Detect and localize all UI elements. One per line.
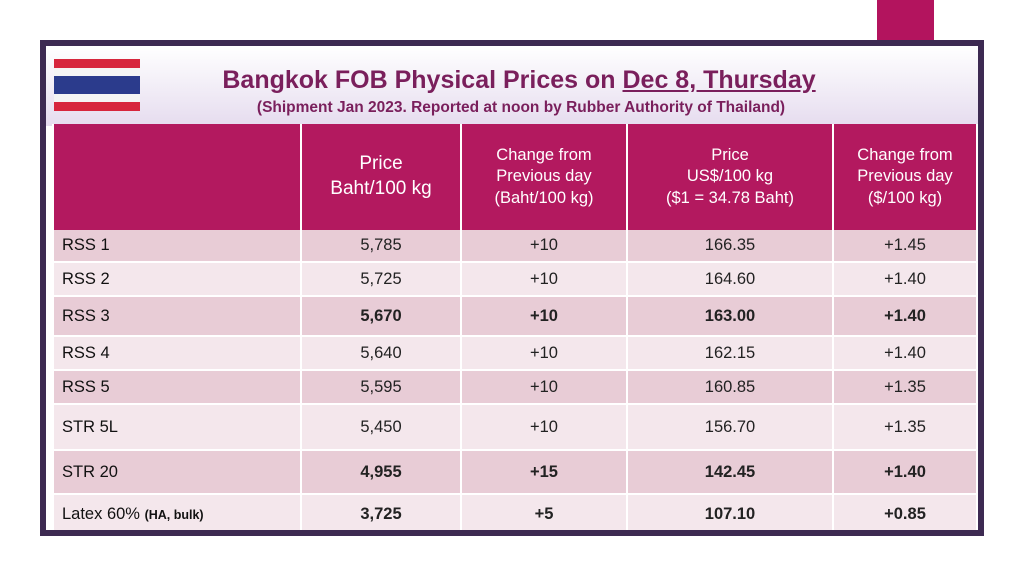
- row-change-usd: +1.45: [832, 230, 978, 263]
- header-change-usd: Change from Previous day ($/100 kg): [832, 124, 978, 230]
- row-grade-note: (HA, bulk): [144, 507, 204, 522]
- row-grade: Latex 60% (HA, bulk): [52, 494, 302, 530]
- row-price-baht: 5,450: [300, 404, 462, 451]
- row-grade: STR 20: [52, 450, 302, 495]
- row-grade: RSS 4: [52, 336, 302, 371]
- table-row: RSS 5 5,595 +10 160.85 +1.35: [52, 370, 978, 405]
- row-change-baht: +10: [460, 230, 628, 263]
- page-title: Bangkok FOB Physical Prices on Dec 8, Th…: [144, 66, 894, 95]
- row-price-usd: 166.35: [626, 230, 834, 263]
- row-grade: RSS 5: [52, 370, 302, 405]
- row-price-usd: 142.45: [626, 450, 834, 495]
- table-header-row: Price Baht/100 kg Change from Previous d…: [52, 124, 978, 230]
- table-row: RSS 2 5,725 +10 164.60 +1.40: [52, 262, 978, 297]
- row-change-baht: +15: [460, 450, 628, 495]
- thailand-flag-icon: [54, 59, 140, 111]
- row-price-usd: 163.00: [626, 296, 834, 337]
- row-change-baht: +10: [460, 404, 628, 451]
- row-price-usd: 156.70: [626, 404, 834, 451]
- row-change-baht: +10: [460, 336, 628, 371]
- price-table: Price Baht/100 kg Change from Previous d…: [52, 124, 978, 530]
- header-change-baht: Change from Previous day (Baht/100 kg): [460, 124, 628, 230]
- row-grade-label: Latex 60%: [62, 504, 145, 523]
- row-grade: RSS 2: [52, 262, 302, 297]
- row-grade: RSS 3: [52, 296, 302, 337]
- table-row: Latex 60% (HA, bulk) 3,725 +5 107.10 +0.…: [52, 494, 978, 530]
- row-price-baht: 3,725: [300, 494, 462, 530]
- row-change-usd: +1.35: [832, 370, 978, 405]
- row-change-usd: +1.40: [832, 262, 978, 297]
- row-change-baht: +10: [460, 296, 628, 337]
- header-price-baht: Price Baht/100 kg: [300, 124, 462, 230]
- row-price-baht: 5,725: [300, 262, 462, 297]
- header-band: Bangkok FOB Physical Prices on Dec 8, Th…: [46, 46, 978, 126]
- table-row: STR 5L 5,450 +10 156.70 +1.35: [52, 404, 978, 451]
- header-price-usd: Price US$/100 kg ($1 = 34.78 Baht): [626, 124, 834, 230]
- row-price-baht: 5,640: [300, 336, 462, 371]
- row-price-baht: 5,595: [300, 370, 462, 405]
- table-row: RSS 4 5,640 +10 162.15 +1.40: [52, 336, 978, 371]
- row-price-usd: 164.60: [626, 262, 834, 297]
- row-change-usd: +1.40: [832, 450, 978, 495]
- row-price-baht: 4,955: [300, 450, 462, 495]
- row-price-baht: 5,785: [300, 230, 462, 263]
- price-panel: Bangkok FOB Physical Prices on Dec 8, Th…: [40, 40, 984, 536]
- title-date: Dec 8, Thursday: [622, 66, 816, 94]
- table-row: STR 20 4,955 +15 142.45 +1.40: [52, 450, 978, 495]
- row-price-usd: 107.10: [626, 494, 834, 530]
- row-grade: RSS 1: [52, 230, 302, 263]
- row-change-baht: +5: [460, 494, 628, 530]
- table-row: RSS 1 5,785 +10 166.35 +1.45: [52, 230, 978, 263]
- header-grade: [52, 124, 302, 230]
- row-change-usd: +0.85: [832, 494, 978, 530]
- row-change-baht: +10: [460, 262, 628, 297]
- row-price-usd: 160.85: [626, 370, 834, 405]
- title-prefix: Bangkok FOB Physical Prices on: [222, 66, 623, 94]
- row-price-usd: 162.15: [626, 336, 834, 371]
- row-change-usd: +1.40: [832, 296, 978, 337]
- page-subtitle: (Shipment Jan 2023. Reported at noon by …: [256, 99, 786, 116]
- row-change-baht: +10: [460, 370, 628, 405]
- row-change-usd: +1.35: [832, 404, 978, 451]
- row-change-usd: +1.40: [832, 336, 978, 371]
- row-grade: STR 5L: [52, 404, 302, 451]
- row-price-baht: 5,670: [300, 296, 462, 337]
- table-row: RSS 3 5,670 +10 163.00 +1.40: [52, 296, 978, 337]
